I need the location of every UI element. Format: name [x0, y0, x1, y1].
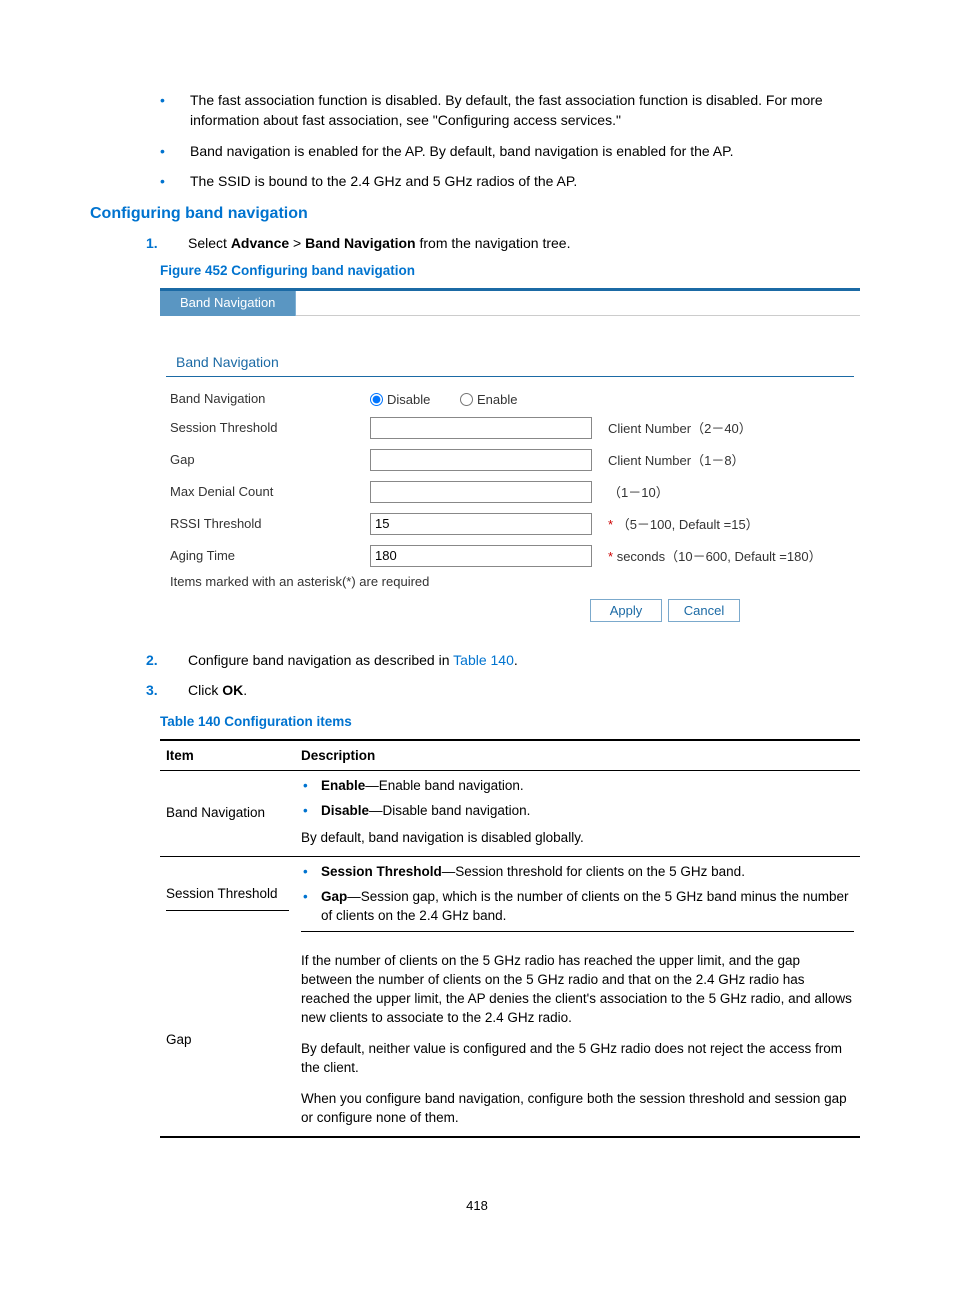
rssi-threshold-label: RSSI Threshold	[170, 516, 370, 531]
apply-button[interactable]: Apply	[590, 599, 662, 622]
page-number: 418	[90, 1198, 864, 1213]
desc-band-navigation: Enable—Enable band navigation. Disable—D…	[295, 771, 860, 857]
col-item: Item	[160, 740, 295, 771]
item-band-navigation: Band Navigation	[160, 771, 295, 857]
section-heading: Configuring band navigation	[90, 205, 864, 223]
rssi-threshold-input[interactable]	[370, 513, 592, 535]
gap-label: Gap	[170, 452, 370, 467]
session-threshold-hint: Client Number（2－40）	[600, 418, 752, 437]
step-1: Select Advance > Band Navigation from th…	[188, 233, 864, 253]
rssi-threshold-hint: * （5－100, Default =15）	[600, 514, 759, 533]
intro-bullet: The fast association function is disable…	[190, 90, 864, 131]
aging-time-input[interactable]	[370, 545, 592, 567]
max-denial-label: Max Denial Count	[170, 484, 370, 499]
figure-caption: Figure 452 Configuring band navigation	[160, 263, 864, 278]
required-note: Items marked with an asterisk(*) are req…	[160, 572, 860, 599]
config-items-table: Item Description Band Navigation Enable—…	[160, 739, 860, 1137]
panel-title: Band Navigation	[166, 354, 854, 377]
radio-disable[interactable]	[370, 393, 383, 406]
step-3: Click OK.	[188, 680, 864, 700]
radio-disable-label: Disable	[387, 392, 430, 407]
item-gap: Gap	[160, 944, 295, 1136]
table-140-link[interactable]: Table 140	[453, 652, 514, 668]
intro-bullets: The fast association function is disable…	[90, 90, 864, 191]
tab-band-navigation[interactable]: Band Navigation	[160, 291, 296, 316]
intro-bullet: Band navigation is enabled for the AP. B…	[190, 141, 864, 161]
col-description: Description	[295, 740, 860, 771]
radio-enable[interactable]	[460, 393, 473, 406]
band-navigation-figure: Band Navigation Band Navigation Band Nav…	[160, 288, 860, 625]
max-denial-input[interactable]	[370, 481, 592, 503]
intro-bullet: The SSID is bound to the 2.4 GHz and 5 G…	[190, 171, 864, 191]
session-threshold-label: Session Threshold	[170, 420, 370, 435]
gap-input[interactable]	[370, 449, 592, 471]
aging-time-hint: * seconds（10－600, Default =180）	[600, 546, 822, 565]
session-threshold-input[interactable]	[370, 417, 592, 439]
max-denial-hint: （1－10）	[600, 482, 669, 501]
aging-time-label: Aging Time	[170, 548, 370, 563]
step-2: Configure band navigation as described i…	[188, 650, 864, 670]
gap-hint: Client Number（1－8）	[600, 450, 745, 469]
band-nav-label: Band Navigation	[170, 391, 370, 406]
cancel-button[interactable]: Cancel	[668, 599, 740, 622]
radio-enable-label: Enable	[477, 392, 517, 407]
item-session-threshold: Session Threshold	[160, 856, 295, 944]
desc-gap: If the number of clients on the 5 GHz ra…	[295, 944, 860, 1136]
table-caption: Table 140 Configuration items	[160, 714, 864, 729]
desc-session-threshold: Session Threshold—Session threshold for …	[295, 856, 860, 944]
